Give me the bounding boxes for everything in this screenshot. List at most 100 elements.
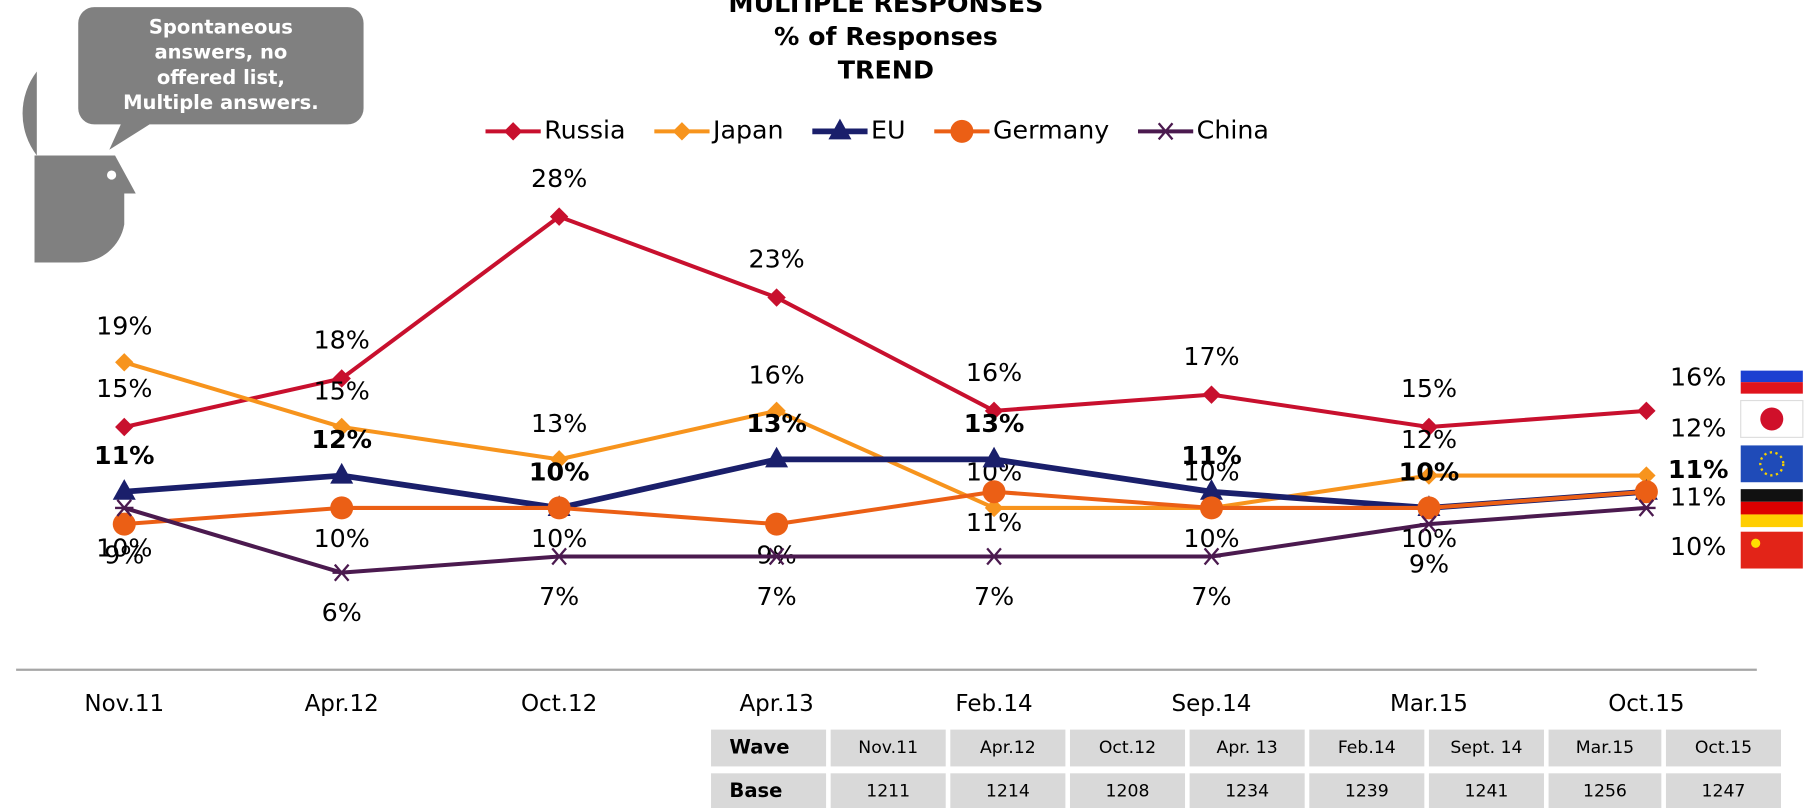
marker: [983, 480, 1006, 503]
marker: [1202, 385, 1220, 403]
data-label: 10%: [1670, 532, 1726, 561]
table-text: 1208: [1106, 782, 1150, 802]
data-label: 10%: [531, 524, 587, 553]
table-text: 1247: [1702, 782, 1746, 802]
marker: [950, 120, 973, 143]
data-label: 28%: [531, 164, 587, 193]
x-tick-label: Mar.15: [1390, 691, 1468, 717]
marker: [330, 463, 353, 484]
marker: [673, 122, 691, 140]
data-label: 10%: [314, 524, 370, 553]
table-text: Mar.15: [1576, 738, 1634, 758]
flag-germany: [1741, 489, 1803, 527]
marker: [1635, 480, 1658, 503]
table-text: 1234: [1225, 782, 1269, 802]
table-text: Apr.12: [980, 738, 1036, 758]
data-label: 15%: [314, 376, 370, 405]
data-label: 13%: [531, 409, 587, 438]
callout-text: answers, no: [154, 41, 287, 64]
chart-title: % of Responses: [774, 22, 998, 51]
table-text: 1211: [866, 782, 910, 802]
data-label: 12%: [1401, 425, 1457, 454]
flags: [1741, 359, 1803, 568]
eye: [107, 170, 116, 179]
table-text: Nov.11: [858, 738, 918, 758]
table-text: Base: [729, 779, 782, 802]
data-label: 11%: [1668, 455, 1729, 484]
head-back: [23, 72, 37, 156]
marker: [767, 288, 785, 306]
x-tick-label: Oct.12: [521, 691, 597, 717]
table-text: 1241: [1465, 782, 1509, 802]
table-text: 1214: [986, 782, 1030, 802]
marker: [1637, 402, 1655, 420]
flag-china: [1741, 532, 1803, 569]
data-label: 10%: [1183, 524, 1239, 553]
table-text: Wave: [729, 736, 789, 759]
legend-item: Germany: [934, 115, 1109, 144]
legend-label: China: [1197, 115, 1269, 144]
data-label: 7%: [974, 582, 1014, 611]
data-label: 7%: [1191, 582, 1231, 611]
x-tick-label: Apr.13: [739, 691, 813, 717]
table-text: Oct.12: [1099, 738, 1156, 758]
data-label: 15%: [96, 374, 152, 403]
marker: [1156, 123, 1174, 139]
data-label: 23%: [748, 245, 804, 274]
data-label: 10%: [1399, 457, 1460, 486]
legend-item: Japan: [654, 115, 783, 144]
data-label: 9%: [1409, 550, 1449, 579]
chart-title: MULTIPLE RESPONSES: [728, 0, 1043, 18]
data-label: 7%: [757, 582, 797, 611]
x-tick-label: Sep.14: [1172, 691, 1252, 717]
data-label: 19%: [96, 312, 152, 341]
x-tick-label: Oct.15: [1608, 691, 1684, 717]
marker: [765, 513, 788, 536]
table-text: Oct.15: [1695, 738, 1752, 758]
data-label: 12%: [311, 425, 372, 454]
x-tick-label: Apr.12: [305, 691, 379, 717]
chart: Spontaneous answers, no offered list, Mu…: [0, 0, 1804, 808]
flag-eu: [1741, 445, 1803, 482]
legend-item: China: [1138, 115, 1269, 144]
legend-label: Japan: [711, 115, 784, 144]
data-label: 16%: [1670, 363, 1726, 392]
callout-text: Multiple answers.: [123, 91, 319, 114]
data-label: 11%: [94, 441, 155, 470]
table-text: Feb.14: [1338, 738, 1396, 758]
flag-japan: [1741, 401, 1803, 438]
x-tick-label: Nov.11: [84, 691, 164, 717]
data-label: 16%: [966, 358, 1022, 387]
data-label: 18%: [314, 326, 370, 355]
head: [35, 155, 136, 262]
legend-label: Germany: [993, 115, 1109, 144]
legend-item: Russia: [486, 115, 626, 144]
marker: [504, 122, 522, 140]
marker: [548, 496, 571, 519]
data-label: 13%: [964, 409, 1025, 438]
data-label: 6%: [322, 598, 362, 627]
marker: [113, 513, 136, 536]
table-text: Apr. 13: [1217, 738, 1278, 758]
callout-text: Spontaneous: [149, 15, 293, 38]
data-label: 12%: [1670, 414, 1726, 443]
marker: [115, 418, 133, 436]
table-text: 1239: [1345, 782, 1389, 802]
table-text: Sept. 14: [1450, 738, 1522, 758]
data-label: 11%: [966, 508, 1022, 537]
data-label: 10%: [529, 457, 590, 486]
data-label: 13%: [746, 409, 807, 438]
data-label: 11%: [1181, 441, 1242, 470]
marker: [115, 353, 133, 371]
legend-label: EU: [871, 115, 906, 144]
marker: [330, 496, 353, 519]
marker: [1200, 496, 1223, 519]
marker: [985, 548, 1003, 564]
data-label: 15%: [1401, 374, 1457, 403]
table: Wave Nov.11 Apr.12 Oct.12 Apr. 13 Feb.14 Sept.…: [711, 730, 1781, 808]
callout-text: offered list,: [157, 66, 285, 89]
data-label: 10%: [96, 533, 152, 562]
marker: [1417, 496, 1440, 519]
data-label: 17%: [1183, 342, 1239, 371]
data-label: 11%: [1670, 483, 1726, 512]
